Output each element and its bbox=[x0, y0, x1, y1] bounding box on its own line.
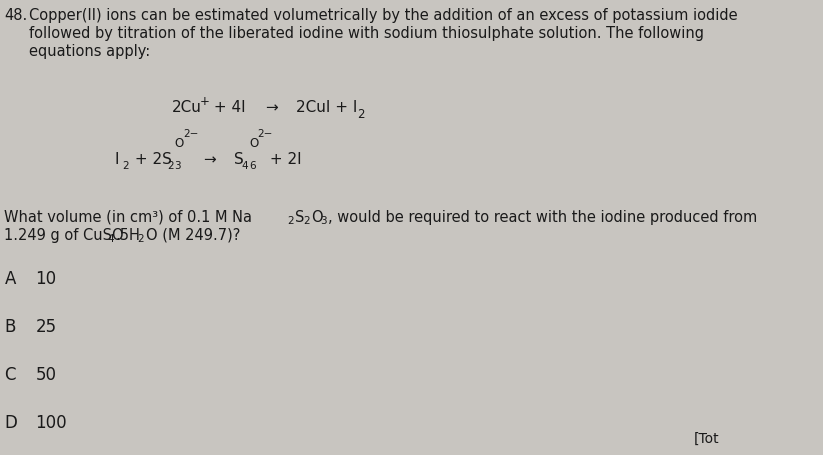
Text: S: S bbox=[295, 210, 305, 225]
Text: →: → bbox=[265, 100, 277, 115]
Text: 2: 2 bbox=[357, 108, 365, 121]
Text: 2−: 2− bbox=[257, 129, 272, 139]
Text: 10: 10 bbox=[35, 270, 57, 288]
Text: 2−: 2− bbox=[183, 129, 198, 139]
Text: What volume (in cm³) of 0.1 M Na: What volume (in cm³) of 0.1 M Na bbox=[4, 210, 253, 225]
Text: .5H: .5H bbox=[116, 228, 141, 243]
Text: 4: 4 bbox=[242, 161, 249, 171]
Text: O: O bbox=[249, 137, 258, 150]
Text: A: A bbox=[4, 270, 16, 288]
Text: →: → bbox=[203, 152, 216, 167]
Text: 2: 2 bbox=[303, 216, 309, 226]
Text: 2: 2 bbox=[137, 234, 144, 244]
Text: Copper(II) ions can be estimated volumetrically by the addition of an excess of : Copper(II) ions can be estimated volumet… bbox=[29, 8, 737, 23]
Text: 6: 6 bbox=[249, 161, 256, 171]
Text: O: O bbox=[174, 137, 184, 150]
Text: 3: 3 bbox=[174, 161, 180, 171]
Text: 4: 4 bbox=[108, 234, 114, 244]
Text: 48.: 48. bbox=[4, 8, 28, 23]
Text: 2: 2 bbox=[287, 216, 294, 226]
Text: O (M 249.7)?: O (M 249.7)? bbox=[146, 228, 240, 243]
Text: +: + bbox=[199, 95, 209, 108]
Text: + 2S: + 2S bbox=[130, 152, 172, 167]
Text: S: S bbox=[234, 152, 244, 167]
Text: 2Cu: 2Cu bbox=[172, 100, 202, 115]
Text: 2CuI + I: 2CuI + I bbox=[295, 100, 357, 115]
Text: O: O bbox=[311, 210, 323, 225]
Text: + 4I: + 4I bbox=[209, 100, 246, 115]
Text: followed by titration of the liberated iodine with sodium thiosulphate solution.: followed by titration of the liberated i… bbox=[29, 26, 704, 41]
Text: + 2I: + 2I bbox=[265, 152, 301, 167]
Text: I: I bbox=[114, 152, 119, 167]
Text: C: C bbox=[4, 366, 16, 384]
Text: D: D bbox=[4, 414, 17, 432]
Text: equations apply:: equations apply: bbox=[29, 44, 151, 59]
Text: 1.249 g of CuSO: 1.249 g of CuSO bbox=[4, 228, 124, 243]
Text: B: B bbox=[4, 318, 16, 336]
Text: 2: 2 bbox=[123, 161, 129, 171]
Text: 2: 2 bbox=[167, 161, 174, 171]
Text: [Tot: [Tot bbox=[694, 432, 719, 446]
Text: 50: 50 bbox=[35, 366, 56, 384]
Text: 100: 100 bbox=[35, 414, 67, 432]
Text: , would be required to react with the iodine produced from: , would be required to react with the io… bbox=[328, 210, 757, 225]
Text: 25: 25 bbox=[35, 318, 57, 336]
Text: 3: 3 bbox=[320, 216, 327, 226]
